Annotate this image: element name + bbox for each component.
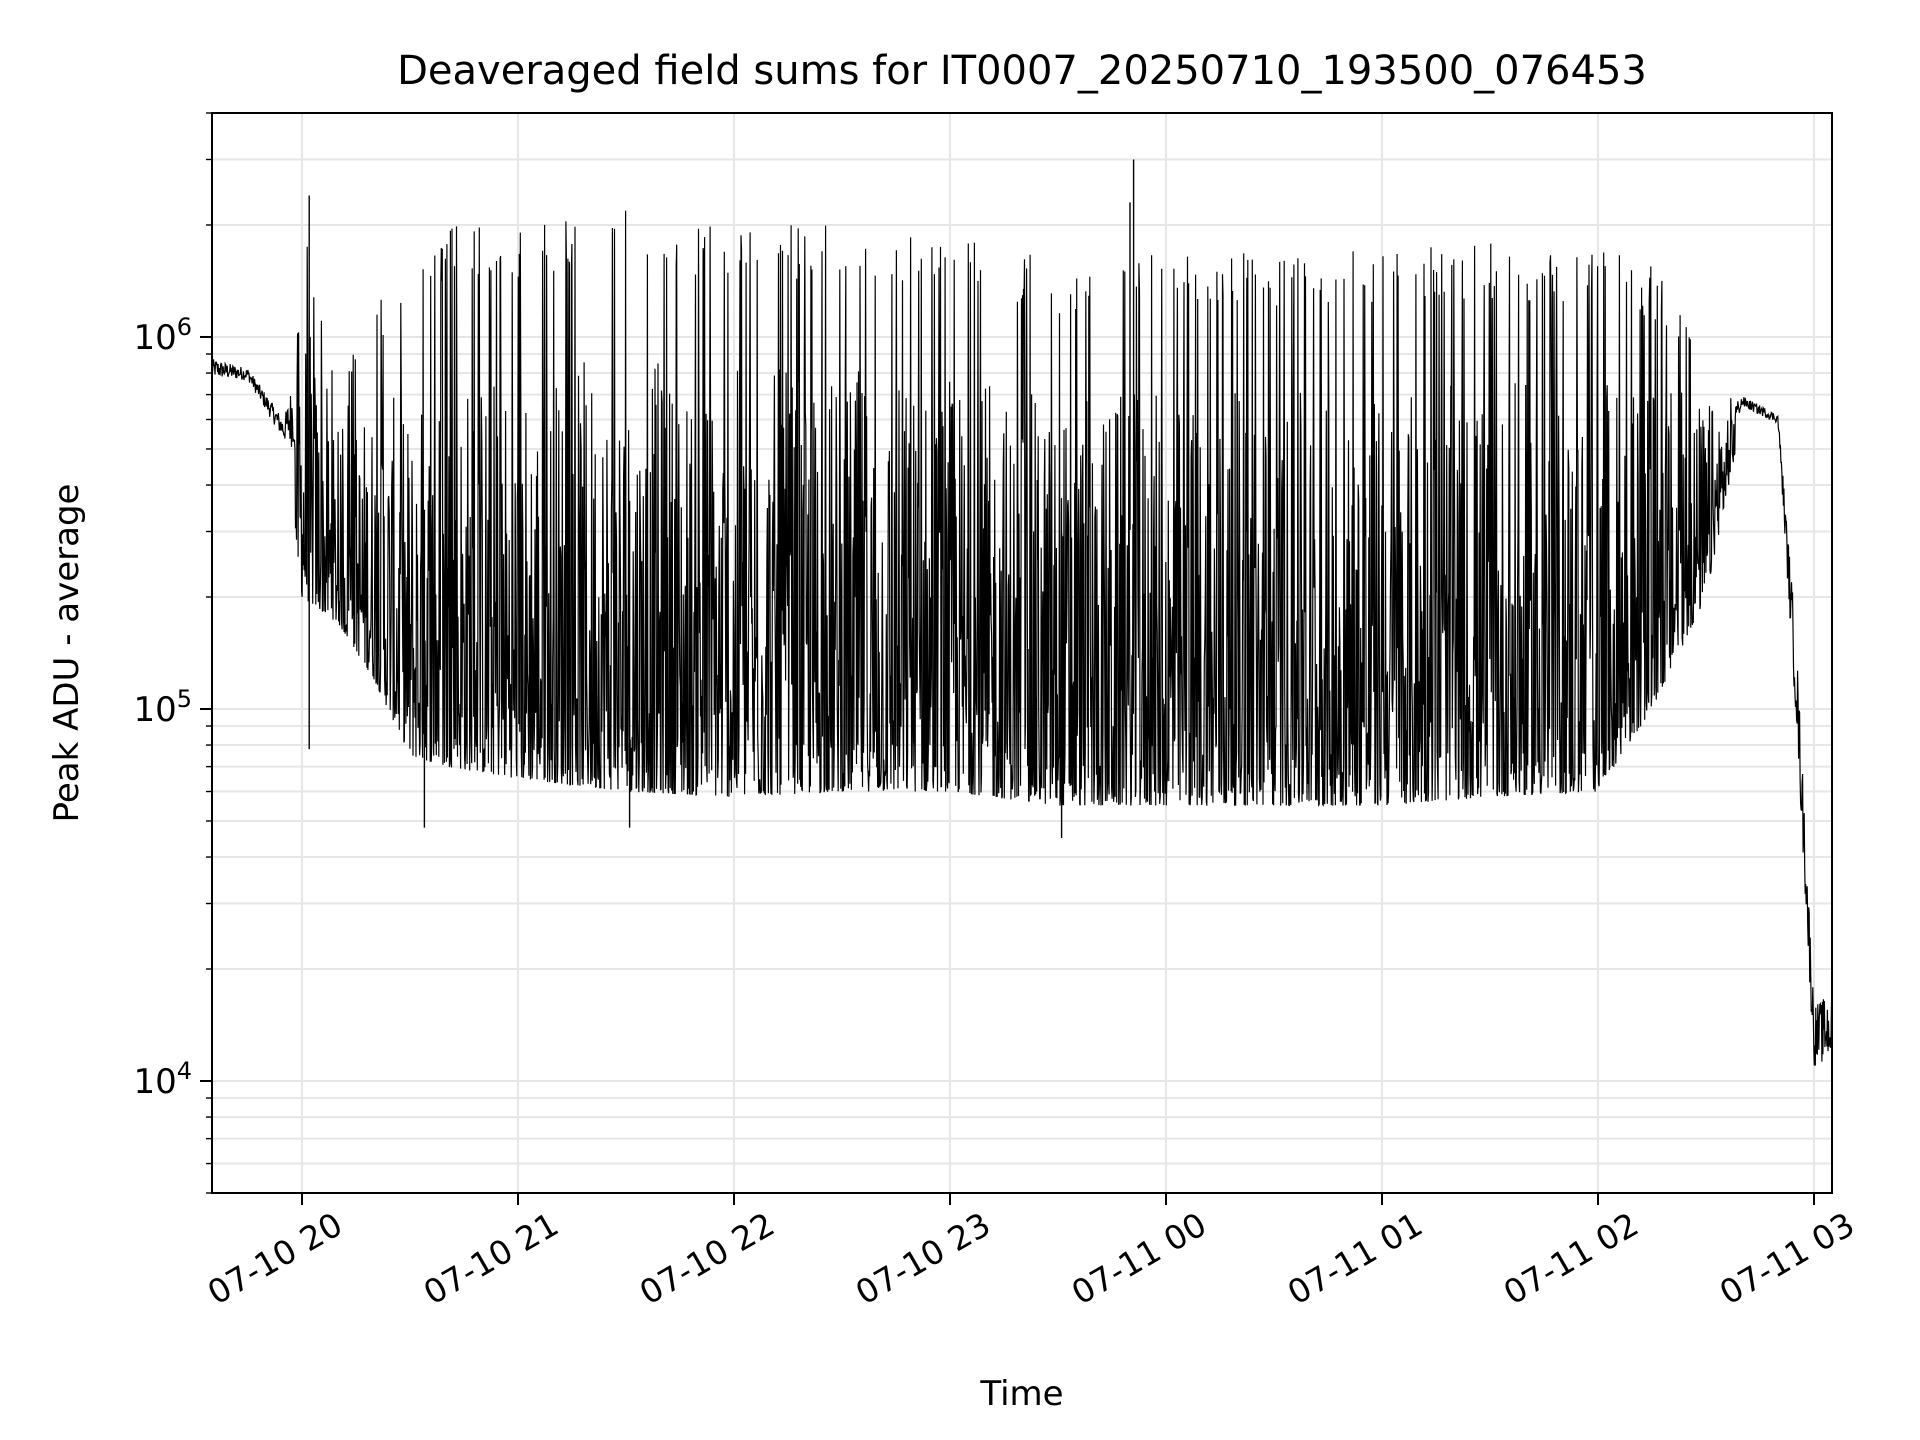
x-axis-label: Time <box>979 1374 1063 1414</box>
series-line <box>211 210 1833 1066</box>
series-layer <box>211 159 1833 1066</box>
y-tick-label: 106 <box>133 313 192 358</box>
y-axis-label: Peak ADU - average <box>47 484 87 823</box>
chart-title: Deaveraged field sums for IT0007_2025071… <box>397 48 1647 94</box>
y-tick-label: 105 <box>133 685 192 730</box>
y-tick-label: 104 <box>133 1057 192 1102</box>
plot-frame <box>211 112 1833 1194</box>
